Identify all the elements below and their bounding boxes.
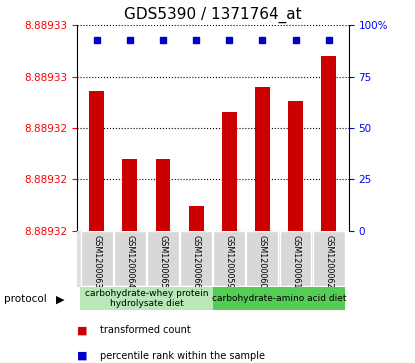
Text: ■: ■ (77, 325, 87, 335)
FancyBboxPatch shape (313, 231, 344, 286)
FancyBboxPatch shape (247, 231, 278, 286)
Text: GSM1200061: GSM1200061 (291, 235, 300, 288)
Bar (321, 56, 336, 231)
Text: GSM1200060: GSM1200060 (258, 235, 267, 288)
Text: GSM1200065: GSM1200065 (159, 235, 168, 289)
Text: GSM1200063: GSM1200063 (92, 235, 101, 288)
Bar (122, 159, 137, 231)
Text: protocol: protocol (4, 294, 47, 305)
Text: ■: ■ (77, 351, 87, 361)
Bar (222, 111, 237, 231)
FancyBboxPatch shape (213, 231, 245, 286)
Bar (80, 287, 213, 310)
Bar (288, 101, 303, 231)
Bar (89, 91, 104, 231)
Bar (189, 206, 204, 231)
Text: GSM1200062: GSM1200062 (324, 235, 333, 289)
Bar (255, 87, 270, 231)
Title: GDS5390 / 1371764_at: GDS5390 / 1371764_at (124, 7, 302, 23)
Bar (213, 287, 345, 310)
FancyBboxPatch shape (114, 231, 146, 286)
Text: transformed count: transformed count (100, 325, 190, 335)
Bar (156, 159, 171, 231)
Text: GSM1200059: GSM1200059 (225, 235, 234, 289)
Text: GSM1200064: GSM1200064 (125, 235, 134, 288)
Text: carbohydrate-whey protein
hydrolysate diet: carbohydrate-whey protein hydrolysate di… (85, 289, 208, 308)
FancyBboxPatch shape (280, 231, 312, 286)
FancyBboxPatch shape (147, 231, 179, 286)
Text: ▶: ▶ (56, 294, 64, 305)
Text: GSM1200066: GSM1200066 (192, 235, 200, 288)
FancyBboxPatch shape (180, 231, 212, 286)
Text: carbohydrate-amino acid diet: carbohydrate-amino acid diet (212, 294, 346, 303)
FancyBboxPatch shape (81, 231, 112, 286)
Text: percentile rank within the sample: percentile rank within the sample (100, 351, 265, 361)
